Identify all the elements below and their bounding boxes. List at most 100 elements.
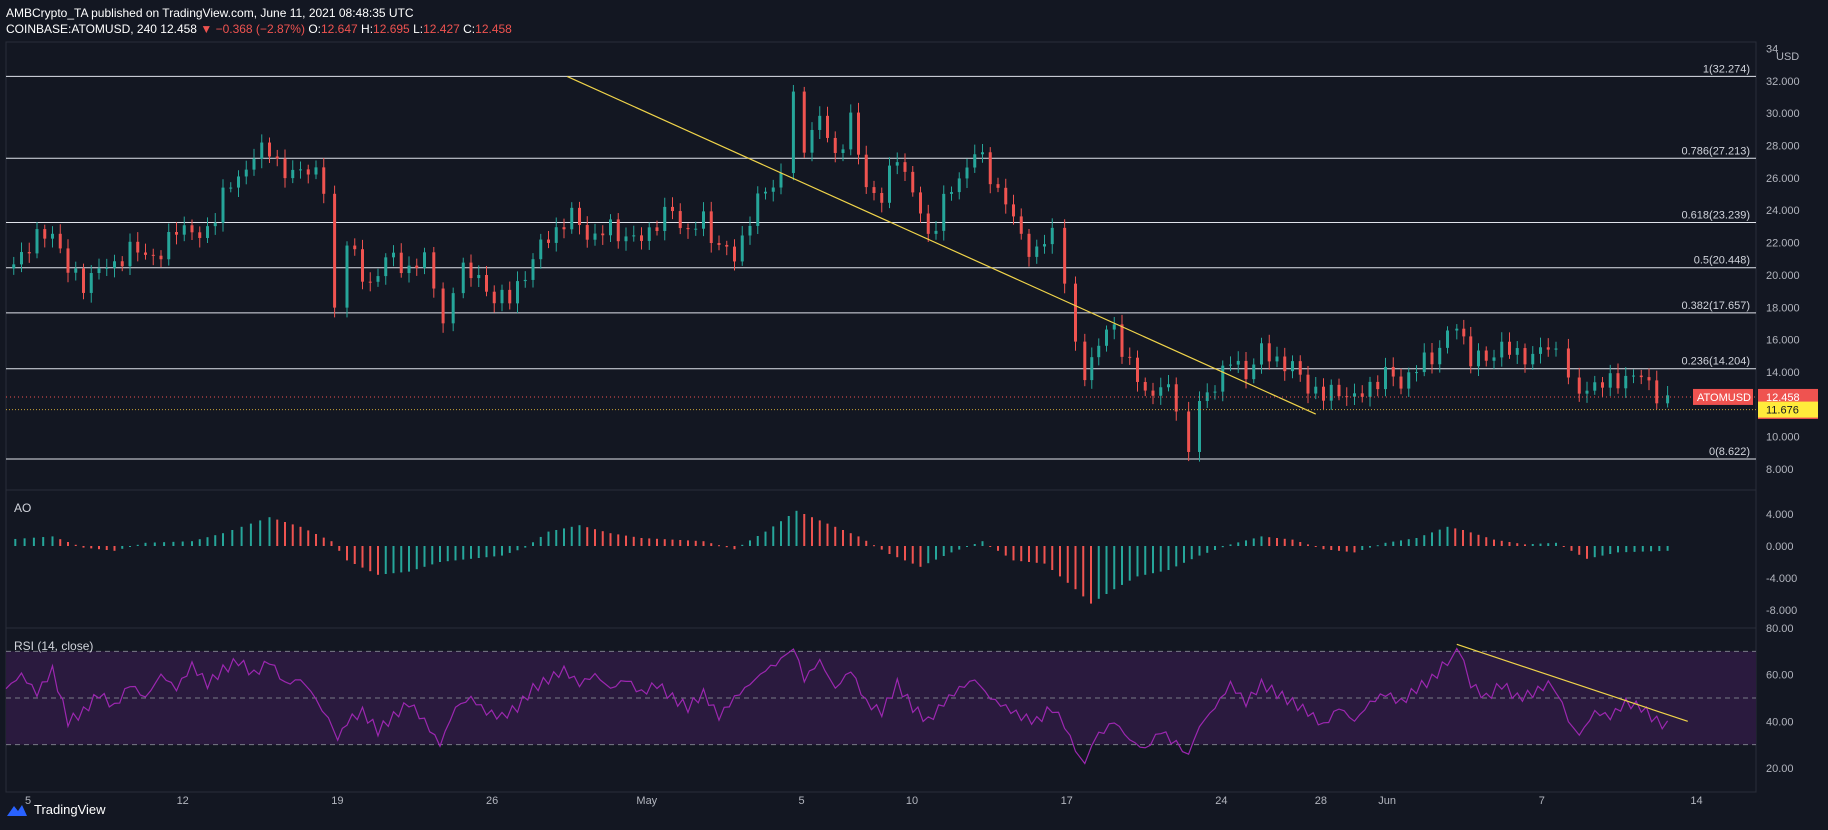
candle-body	[585, 224, 589, 240]
candle-body	[314, 167, 318, 175]
ao-bar	[1469, 532, 1472, 546]
candle-body	[694, 228, 698, 230]
candle-body	[640, 235, 643, 241]
candle-body	[299, 169, 302, 171]
ao-bar	[1245, 540, 1247, 546]
candle-body	[570, 207, 574, 230]
ao-bar	[431, 546, 434, 565]
ao-bar	[82, 546, 85, 548]
candle-body	[1624, 375, 1628, 389]
candle-body	[306, 169, 310, 175]
ao-bar	[144, 542, 147, 546]
candle-body	[593, 233, 597, 240]
ao-bar	[1004, 546, 1007, 556]
ao-bar	[1586, 546, 1588, 559]
symbol-name[interactable]: COINBASE:ATOMUSD, 240	[6, 22, 157, 36]
candle-body	[1337, 384, 1341, 397]
candle-body	[554, 227, 558, 243]
candle-body	[950, 192, 953, 194]
candle-body	[35, 229, 39, 254]
ao-bar	[1438, 529, 1441, 546]
ao-bar	[74, 544, 77, 546]
ao-bar	[1578, 546, 1581, 555]
ao-bar	[857, 536, 860, 546]
ao-bar	[23, 538, 26, 546]
candle-body	[221, 187, 225, 223]
ao-bar	[276, 519, 279, 546]
ao-bar	[423, 546, 426, 567]
candle-body	[51, 233, 54, 239]
candle-body	[1205, 392, 1209, 401]
candle-body	[485, 275, 488, 292]
candle-body	[895, 162, 899, 166]
ao-bar	[710, 543, 713, 546]
ao-bar	[1500, 540, 1503, 546]
candle-body	[756, 193, 760, 226]
candle-body	[973, 154, 977, 168]
candle-body	[1244, 360, 1248, 380]
ao-bar	[1121, 546, 1123, 585]
ao-bar	[1431, 532, 1433, 546]
ao-bar	[570, 526, 573, 546]
candle-body	[1151, 390, 1155, 396]
ao-bar	[989, 546, 992, 547]
ao-bar	[516, 546, 519, 551]
rsi-axis-tick: 80.00	[1766, 623, 1794, 635]
candle-body	[818, 115, 822, 130]
candle-body	[601, 233, 605, 236]
tradingview-footer[interactable]: TradingView	[6, 802, 106, 817]
ao-bar	[284, 522, 286, 546]
close-label: C:	[463, 22, 476, 36]
high-label: H:	[361, 22, 374, 36]
candle-body	[957, 178, 961, 193]
ao-bar	[795, 510, 798, 546]
candle-body	[779, 173, 783, 188]
candle-body	[1422, 352, 1426, 373]
rsi-axis-tick: 20.00	[1766, 763, 1794, 775]
candle-body	[392, 252, 395, 258]
candle-body	[764, 191, 767, 194]
candle-body	[857, 112, 860, 155]
ao-bar	[268, 517, 271, 546]
candle-body	[333, 193, 337, 308]
time-axis-tick: 7	[1539, 795, 1545, 807]
ao-bar	[1508, 542, 1511, 546]
last-price-tag	[1758, 388, 1818, 405]
candle-body	[353, 245, 357, 250]
ao-bar	[1097, 546, 1100, 599]
ao-bar	[818, 520, 821, 546]
candle-body	[539, 239, 543, 260]
ao-bar	[1609, 546, 1612, 554]
candle-body	[1252, 364, 1256, 380]
ao-bar	[1547, 543, 1550, 546]
candle-body	[841, 149, 845, 153]
ao-bar	[1641, 546, 1644, 552]
ao-bar	[935, 546, 937, 560]
ao-bar	[172, 541, 175, 546]
candle-body	[1083, 341, 1087, 381]
candle-body	[175, 232, 178, 235]
ao-bar	[609, 533, 612, 546]
candle-body	[632, 235, 636, 237]
ao-bar	[1658, 546, 1661, 552]
symbol-tag-bg	[1693, 388, 1753, 405]
ao-bar	[1128, 546, 1131, 581]
ao-bar	[353, 546, 356, 564]
candle-body	[1666, 395, 1670, 404]
candle-body	[1213, 391, 1217, 393]
price-axis-tick: 30.000	[1766, 108, 1800, 120]
ao-bar	[477, 546, 480, 558]
ao-bar	[601, 531, 604, 546]
candle-body	[1329, 384, 1333, 401]
ao-bar	[1283, 538, 1286, 546]
candle-body	[1500, 341, 1504, 358]
ao-bar	[1423, 535, 1426, 546]
price-axis-tick: 22.000	[1766, 238, 1800, 250]
ao-bar	[222, 533, 224, 546]
candle-body	[1601, 382, 1604, 388]
candle-body	[1136, 357, 1139, 382]
price-axis-tick: 26.000	[1766, 173, 1800, 185]
ao-axis-tick: 0.000	[1766, 541, 1794, 553]
candle-body	[1174, 384, 1178, 412]
